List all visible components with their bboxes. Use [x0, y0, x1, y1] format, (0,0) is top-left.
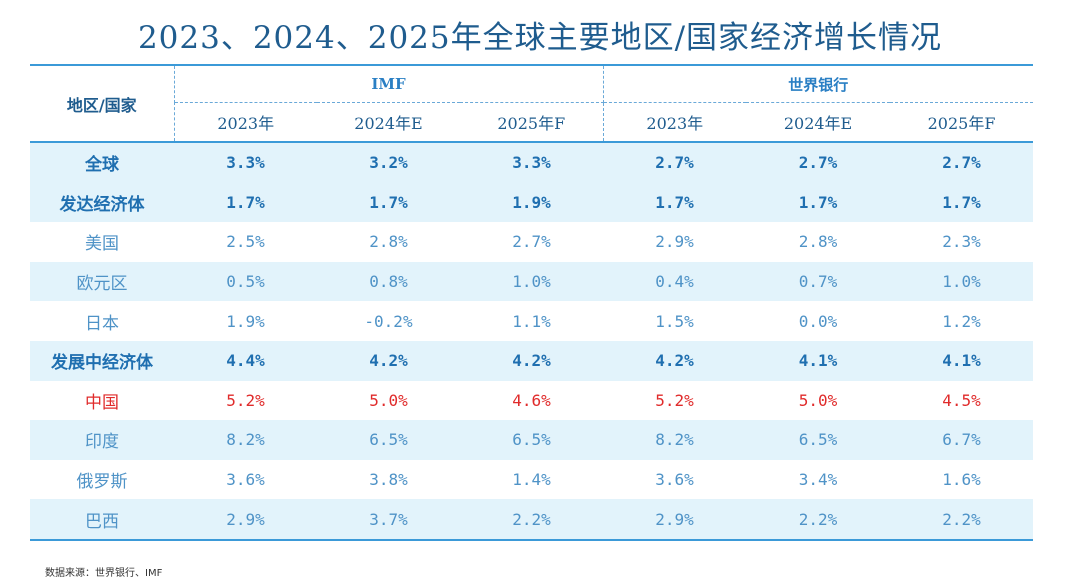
table-row: 中国 5.2% 5.0% 4.6% 5.2% 5.0% 4.5% [30, 381, 1033, 421]
growth-value-cell: 5.2% [226, 390, 265, 410]
growth-value-cell: 2.7% [890, 142, 1034, 183]
growth-value-cell: 1.4% [512, 470, 551, 490]
growth-value-cell: 2.5% [226, 232, 265, 252]
growth-value-cell: 3.3% [174, 142, 317, 183]
growth-value-cell: 5.0% [369, 390, 408, 410]
growth-value-cell: 0.8% [317, 261, 460, 302]
growth-value-cell: 2.9% [603, 499, 747, 541]
growth-value-cell: 5.0% [798, 390, 838, 410]
growth-value-cell: 1.5% [655, 311, 694, 331]
growth-value-cell: 1.7% [890, 182, 1034, 223]
growth-value-cell: 1.0% [460, 261, 604, 302]
growth-value-cell: 2.7% [512, 232, 551, 252]
growth-value-cell: 0.5% [174, 261, 317, 302]
growth-value-cell: 1.7% [746, 182, 891, 223]
growth-value-cell: 1.0% [890, 261, 1034, 302]
table-row: 巴西 2.9% 3.7% 2.2% 2.9% 2.2% 2.2% [30, 499, 1034, 541]
growth-value-cell: 0.0% [798, 311, 838, 331]
growth-value-cell: 1.9% [460, 182, 604, 223]
growth-value-cell: 2.2% [460, 499, 604, 541]
region-name-cell: 巴西 [30, 499, 174, 541]
year-header: 2023年 [603, 102, 747, 143]
growth-table: 地区/国家 IMF 世界银行 2023年 2024年E 2025年F 2023年… [30, 64, 1034, 541]
region-name-cell: 俄罗斯 [76, 472, 128, 493]
growth-value-cell: 4.4% [174, 340, 317, 381]
growth-value-cell: 3.7% [317, 499, 460, 541]
imf-group-header: IMF [174, 64, 604, 103]
growth-value-cell: 2.2% [890, 499, 1034, 541]
growth-value-cell: 2.3% [942, 232, 981, 252]
growth-value-cell: 4.1% [746, 340, 891, 381]
table-row: 发展中经济体 4.4% 4.2% 4.2% 4.2% 4.1% 4.1% [30, 340, 1034, 381]
growth-value-cell: 4.2% [460, 340, 604, 381]
growth-value-cell: 3.6% [226, 470, 265, 490]
growth-value-cell: 1.1% [512, 311, 551, 331]
growth-value-cell: 4.1% [890, 340, 1034, 381]
region-name-cell: 日本 [85, 313, 119, 334]
growth-value-cell: 3.2% [317, 142, 460, 183]
growth-value-cell: 0.4% [603, 261, 747, 302]
table-row: 发达经济体 1.7% 1.7% 1.9% 1.7% 1.7% 1.7% [30, 182, 1034, 223]
growth-value-cell: 2.9% [174, 499, 317, 541]
growth-value-cell: 2.9% [655, 232, 694, 252]
region-name-cell: 发展中经济体 [30, 340, 174, 381]
table-row: 日本 1.9% -0.2% 1.1% 1.5% 0.0% 1.2% [30, 301, 1033, 341]
year-header: 2025年F [890, 102, 1034, 143]
growth-value-cell: 4.6% [512, 390, 551, 410]
region-name-cell: 发达经济体 [30, 182, 174, 223]
growth-value-cell: 8.2% [174, 420, 317, 460]
growth-value-cell: 3.8% [369, 470, 408, 490]
growth-value-cell: 2.7% [603, 142, 747, 183]
year-header: 2025年F [460, 102, 604, 143]
year-header: 2024年E [317, 102, 460, 143]
growth-value-cell: 1.7% [174, 182, 317, 223]
table-row: 印度 8.2% 6.5% 6.5% 8.2% 6.5% 6.7% [30, 420, 1034, 460]
growth-value-cell: 1.6% [942, 470, 981, 490]
growth-value-cell: 4.5% [942, 390, 981, 410]
growth-value-cell: 2.2% [746, 499, 891, 541]
region-name-cell: 印度 [30, 420, 174, 460]
year-header: 2024年E [746, 102, 891, 143]
growth-value-cell: 1.2% [942, 311, 981, 331]
table-row: 俄罗斯 3.6% 3.8% 1.4% 3.6% 3.4% 1.6% [30, 460, 1033, 500]
region-name-cell: 欧元区 [30, 261, 174, 302]
growth-value-cell: 5.2% [655, 390, 694, 410]
worldbank-group-header: 世界银行 [603, 64, 1034, 103]
region-column-header: 地区/国家 [30, 64, 175, 143]
table-row: 美国 2.5% 2.8% 2.7% 2.9% 2.8% 2.3% [30, 222, 1033, 262]
year-header: 2023年 [174, 102, 317, 143]
growth-value-cell: 0.7% [746, 261, 891, 302]
region-name-cell: 全球 [30, 142, 174, 183]
region-name-cell: 美国 [85, 234, 119, 255]
growth-value-cell: 1.9% [226, 311, 265, 331]
growth-value-cell: 2.8% [369, 232, 408, 252]
growth-value-cell: 3.4% [798, 470, 838, 490]
table-row: 全球 3.3% 3.2% 3.3% 2.7% 2.7% 2.7% [30, 142, 1034, 183]
growth-value-cell: 3.6% [655, 470, 694, 490]
growth-value-cell: 2.8% [798, 232, 838, 252]
growth-value-cell: 3.3% [460, 142, 604, 183]
growth-value-cell: 6.5% [746, 420, 891, 460]
growth-value-cell: 4.2% [317, 340, 460, 381]
growth-value-cell: 4.2% [603, 340, 747, 381]
table-row: 欧元区 0.5% 0.8% 1.0% 0.4% 0.7% 1.0% [30, 261, 1034, 302]
growth-value-cell: 1.7% [317, 182, 460, 223]
region-name-cell: 中国 [85, 392, 119, 413]
growth-value-cell: 8.2% [603, 420, 747, 460]
growth-value-cell: 6.7% [890, 420, 1034, 460]
page-title: 2023、2024、2025年全球主要地区/国家经济增长情况 [137, 20, 943, 56]
growth-value-cell: -0.2% [364, 311, 413, 331]
source-note: 数据来源：世界银行、IMF [45, 568, 163, 579]
growth-value-cell: 1.7% [603, 182, 747, 223]
growth-value-cell: 6.5% [460, 420, 604, 460]
growth-value-cell: 6.5% [317, 420, 460, 460]
growth-value-cell: 2.7% [746, 142, 891, 183]
